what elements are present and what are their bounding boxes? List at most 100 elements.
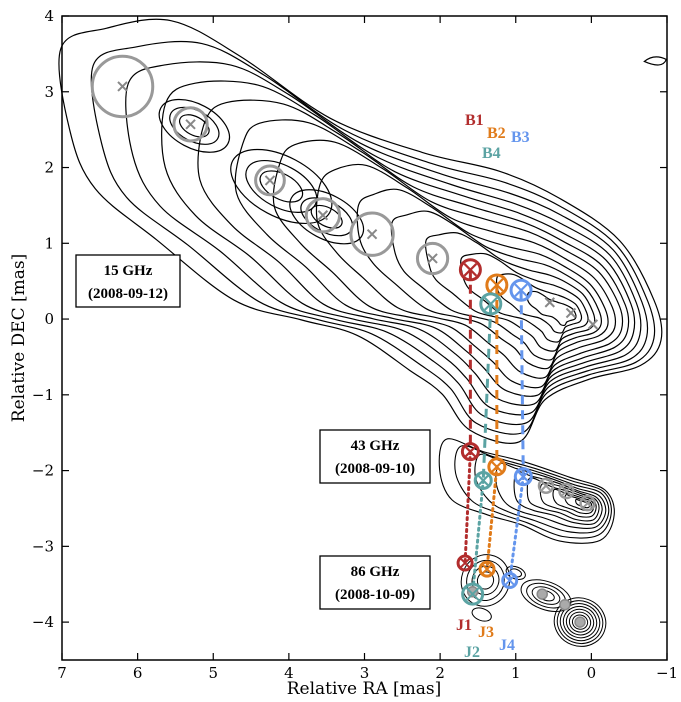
y-tick-label: 0 [44, 310, 54, 328]
contour-86ghz-level [531, 586, 561, 605]
contour-43ghz-level [474, 453, 610, 534]
contour-15ghz-level [125, 61, 649, 426]
component-86ghz-j3-cross [482, 564, 492, 574]
component-43ghz-gray-cross [541, 481, 551, 491]
component-43ghz-b1 [460, 442, 480, 462]
panel-label-86ghz: 86 GHz (2008-10-09) [319, 555, 431, 610]
contour-86ghz-level [571, 614, 589, 630]
component-15ghz-gray-cross [264, 175, 276, 186]
x-tick-label: 6 [133, 664, 143, 682]
y-tick-label: −1 [32, 386, 54, 404]
contour-15ghz-island [643, 56, 668, 66]
y-tick-label: −3 [32, 537, 54, 555]
contour-15ghz-level [197, 99, 636, 406]
x-tick-label: 0 [587, 664, 597, 682]
x-tick-label: −1 [656, 664, 678, 682]
marker-cross-stroke [264, 175, 276, 186]
contour-86ghz-level [553, 597, 607, 647]
marker-cross-stroke [491, 461, 503, 473]
component-43ghz-b4 [473, 470, 493, 490]
component-86ghz-gray [559, 598, 571, 611]
marker-cross-stroke [427, 253, 438, 264]
component-15ghz-b4-cross [484, 297, 498, 311]
component-43ghz-gray [537, 477, 555, 494]
marker-cross-stroke [541, 481, 551, 491]
marker-cross-stroke [477, 474, 489, 487]
contour-43ghz-level [575, 498, 591, 509]
component-86ghz-gray [536, 588, 548, 600]
contour-86ghz-level [562, 605, 598, 639]
y-tick-label: 3 [44, 83, 54, 101]
component-15ghz-b4 [479, 292, 503, 316]
label-b1: B1 [465, 112, 484, 129]
marker-cross-stroke [504, 575, 515, 586]
component-markers [90, 54, 599, 628]
panel-label-15ghz: 15 GHz (2008-09-12) [75, 254, 181, 308]
component-86ghz-j4 [501, 571, 519, 589]
component-15ghz-gray-cross [185, 119, 196, 130]
contour-15ghz-level [161, 80, 642, 416]
label-j4: J4 [499, 637, 515, 654]
x-axis-ticks: 7 6 5 4 3 2 1 0 −1 [57, 16, 678, 682]
marker-cross-stroke [117, 81, 128, 92]
marker-cross-stroke [587, 319, 599, 330]
marker-cross-stroke [482, 564, 492, 574]
component-15ghz-gray-cross [366, 228, 378, 240]
panel-86-line2: (2008-10-09) [335, 587, 415, 603]
marker-cross-stroke [544, 297, 555, 308]
x-tick-label: 5 [208, 664, 218, 682]
component-15ghz-b1-cross [463, 263, 478, 277]
component-86ghz-j1 [456, 554, 474, 572]
panel-15-line1: 15 GHz [104, 263, 153, 279]
contour-15ghz-knot [245, 159, 318, 213]
component-86ghz-j2 [461, 582, 485, 606]
track-43-86-j1 [463, 450, 472, 565]
contour-15ghz-knot [310, 204, 343, 229]
x-tick-label: 3 [360, 664, 370, 682]
y-tick-label: −2 [32, 462, 54, 480]
contour-15ghz-level [390, 210, 603, 361]
contour-15ghz-level [90, 40, 656, 435]
contour-15ghz-level [526, 290, 577, 326]
panel-43-line1: 43 GHz [351, 438, 400, 454]
label-b4: B4 [482, 145, 501, 162]
component-15ghz-gray [415, 241, 450, 276]
contour-15ghz-knot [259, 170, 304, 203]
contour-15ghz-level [272, 139, 624, 389]
y-tick-label: 4 [44, 7, 54, 25]
marker-cross-stroke [582, 498, 593, 508]
panel-15-line2: (2008-09-12) [88, 286, 168, 302]
contour-15ghz-level [234, 119, 630, 397]
contour-86ghz-level [565, 608, 595, 636]
contour-43ghz-level [438, 438, 615, 544]
marker-cross-stroke [490, 278, 504, 292]
component-43ghz-b4-cross [477, 474, 489, 487]
component-43ghz-b1-cross [464, 446, 476, 458]
component-86ghz-j1-cross [460, 558, 470, 568]
component-15ghz-gray-cross [544, 297, 555, 308]
component-86ghz-gray [574, 616, 586, 628]
contour-15ghz-level [495, 273, 583, 334]
component-86ghz-j3 [478, 560, 496, 578]
x-tick-label: 4 [284, 664, 294, 682]
y-axis-ticks: 4 3 2 1 0 −1 −2 −3 −4 [32, 7, 667, 631]
component-43ghz-gray-cross [561, 486, 572, 496]
track-43-86-j3 [485, 465, 499, 571]
track-15-43-b3 [519, 290, 525, 477]
contour-86ghz-level [559, 603, 601, 642]
marker-cross-stroke [464, 446, 476, 458]
component-15ghz-gray [254, 164, 286, 197]
label-j2: J2 [464, 644, 480, 661]
track-43-86-j4 [508, 475, 525, 582]
contour-15ghz-level [356, 188, 609, 370]
component-86ghz-gray [466, 586, 479, 598]
marker-cross-stroke [317, 210, 329, 221]
marker-cross-stroke [465, 587, 480, 601]
label-b2: B2 [487, 125, 506, 142]
component-15ghz-gray [172, 106, 209, 143]
label-j1: J1 [456, 617, 472, 634]
contour-86ghz-level [556, 600, 604, 645]
marker-cross-stroke [366, 228, 378, 240]
contour-43ghz-level [513, 471, 603, 526]
